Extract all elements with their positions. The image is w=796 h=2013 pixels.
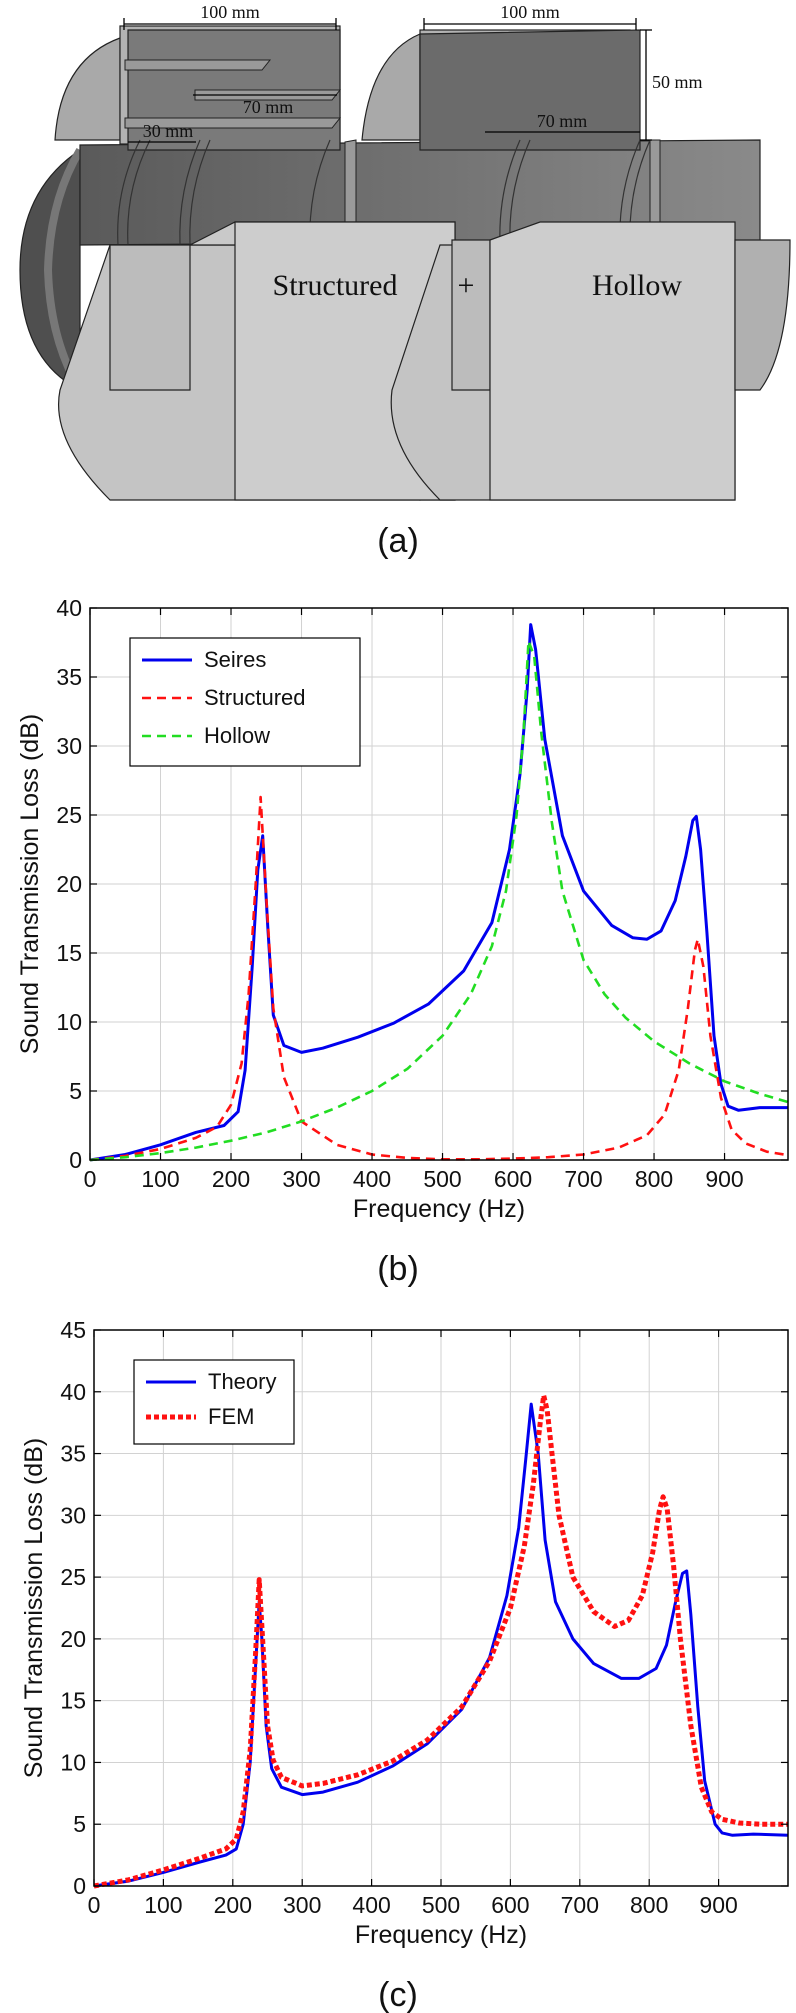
caption-c: (c) [378, 1976, 418, 2013]
y-tick-label: 0 [69, 1147, 82, 1173]
caption-b: (b) [377, 1250, 419, 1288]
x-tick-label: 400 [353, 1166, 391, 1192]
chart-c: 0 100 200 300 400 500 600 700 800 900 0 5 10 15 20 25 30… [20, 1317, 789, 2013]
y-tick-label: 15 [56, 940, 82, 966]
y-tick-label: 20 [56, 871, 82, 897]
y-tick-label: 30 [60, 1502, 86, 1528]
x-axis-label: Frequency (Hz) [353, 1195, 525, 1223]
legend-label-seires: Seires [204, 647, 266, 672]
dim-100mm-left: 100 mm [200, 2, 260, 22]
y-tick-label: 15 [60, 1688, 86, 1714]
y-tick-label: 35 [56, 664, 82, 690]
dimension-lines [123, 18, 652, 143]
series-line-theory [93, 1402, 789, 1888]
x-tick-label: 500 [423, 1166, 461, 1192]
legend-box [133, 1359, 295, 1445]
y-axis-label: Sound Transmission Loss (dB) [16, 714, 44, 1054]
x-tick-label: 0 [88, 1892, 101, 1918]
y-tick-label: 30 [56, 733, 82, 759]
x-axis-label: Frequency (Hz) [355, 1921, 527, 1949]
y-axis-label: Sound Transmission Loss (dB) [20, 1438, 48, 1778]
series-line-fem [93, 1393, 788, 1889]
x-tick-label: 100 [141, 1166, 179, 1192]
label-hollow: Hollow [592, 269, 682, 302]
y-tick-label: 10 [56, 1009, 82, 1035]
x-tick-label: 900 [699, 1892, 737, 1918]
x-tick-label: 100 [144, 1892, 182, 1918]
series-line-hollow [89, 639, 789, 1162]
y-tick-label: 20 [60, 1626, 86, 1652]
label-plus: + [458, 269, 475, 302]
x-tick-label: 500 [422, 1892, 460, 1918]
chart-b: 0 100 200 300 400 500 600 700 800 900 0 5 10 15 20 25 30… [16, 595, 789, 1288]
dim-50mm: 50 mm [652, 72, 703, 92]
x-tick-label: 200 [214, 1892, 252, 1918]
y-tick-label: 5 [69, 1078, 82, 1104]
y-tick-label: 35 [60, 1441, 86, 1467]
front-housing-structured [58, 221, 456, 501]
legend-label-structured: Structured [204, 685, 306, 710]
legend-label-theory: Theory [208, 1369, 276, 1394]
x-tick-label: 600 [491, 1892, 529, 1918]
label-structured: Structured [273, 269, 398, 302]
y-tick-label: 10 [60, 1749, 86, 1775]
dim-70mm-left: 70 mm [243, 97, 294, 117]
y-tick-label: 25 [56, 802, 82, 828]
x-tick-label: 700 [564, 1166, 602, 1192]
legend-label-hollow: Hollow [204, 723, 270, 748]
y-tick-label: 40 [60, 1379, 86, 1405]
legend-label-fem: FEM [208, 1404, 254, 1429]
dim-70mm-right: 70 mm [537, 111, 588, 131]
x-tick-label: 700 [561, 1892, 599, 1918]
caption-a: (a) [377, 522, 419, 560]
front-housing-hollow [390, 221, 791, 501]
x-tick-label: 600 [494, 1166, 532, 1192]
x-tick-label: 800 [635, 1166, 673, 1192]
y-tick-label: 40 [56, 595, 82, 621]
y-tick-label: 25 [60, 1564, 86, 1590]
series-line-seires [89, 623, 788, 1162]
x-tick-label: 800 [630, 1892, 668, 1918]
x-tick-label: 200 [212, 1166, 250, 1192]
x-tick-label: 300 [283, 1892, 321, 1918]
dim-30mm: 30 mm [143, 121, 194, 141]
x-tick-label: 0 [84, 1166, 97, 1192]
x-tick-label: 900 [705, 1166, 743, 1192]
y-tick-label: 5 [73, 1811, 86, 1837]
x-tick-label: 400 [352, 1892, 390, 1918]
figure-a-schematic: 100 mm 100 mm 50 mm 70 mm 70 mm 30 mm St… [19, 2, 791, 560]
dimension-labels: 100 mm 100 mm 50 mm 70 mm 70 mm 30 mm [143, 2, 703, 141]
y-tick-label: 0 [73, 1873, 86, 1899]
dim-100mm-right: 100 mm [500, 2, 560, 22]
x-tick-label: 300 [282, 1166, 320, 1192]
y-tick-label: 45 [60, 1317, 86, 1343]
